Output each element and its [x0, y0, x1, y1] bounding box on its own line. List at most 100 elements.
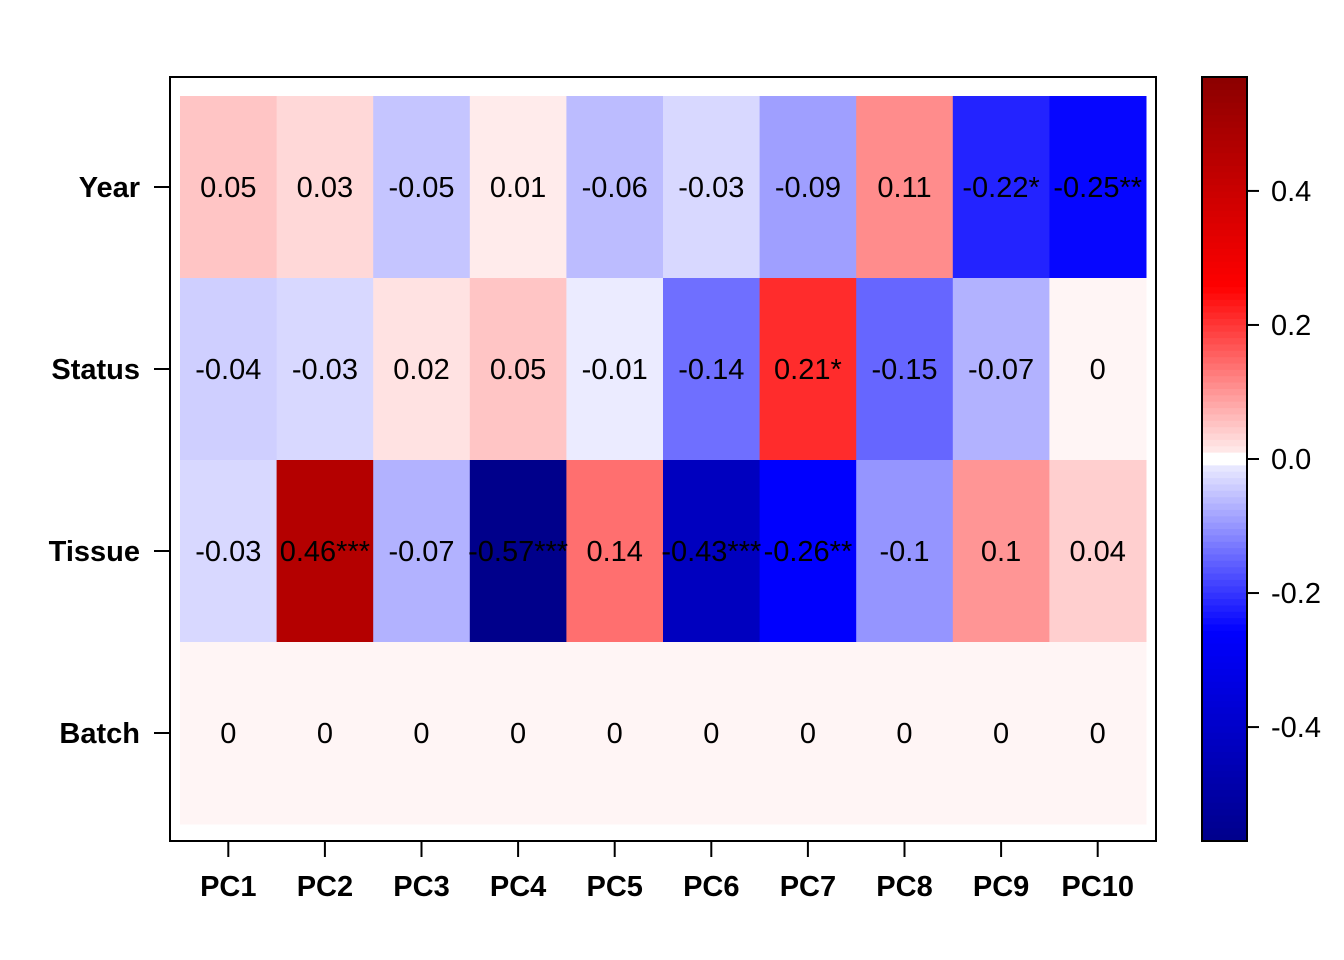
- heatmap-cell: [856, 642, 954, 825]
- heatmap-cell: [1049, 642, 1147, 825]
- legend-strip: [1202, 446, 1247, 454]
- legend-strip: [1202, 89, 1247, 97]
- cell-value-label: 0: [1090, 354, 1106, 386]
- legend-strip: [1202, 312, 1247, 320]
- legend-strip: [1202, 185, 1247, 193]
- legend-strip: [1202, 350, 1247, 358]
- y-axis: Year Status Tissue Batch: [49, 172, 170, 750]
- legend-strip: [1202, 490, 1247, 498]
- y-tick-label: Status: [51, 354, 140, 386]
- x-tick-label: PC5: [586, 871, 642, 903]
- legend-strip: [1202, 783, 1247, 791]
- cell-value-label: 0.1: [981, 536, 1021, 568]
- legend-strip: [1202, 535, 1247, 543]
- legend-strip: [1202, 248, 1247, 256]
- legend-strip: [1202, 261, 1247, 269]
- legend-strip: [1202, 408, 1247, 416]
- legend-strip: [1202, 777, 1247, 785]
- legend-strip: [1202, 821, 1247, 829]
- x-axis: PC1 PC2 PC3 PC4 PC5 PC6 PC7 PC8 PC9 PC10: [200, 841, 1134, 903]
- legend-strip: [1202, 140, 1247, 148]
- heatmap-cell: [1049, 278, 1147, 461]
- legend-strip: [1202, 268, 1247, 275]
- heatmap-cell: [759, 96, 857, 279]
- legend-strip: [1202, 293, 1247, 301]
- cell-value-label: 0: [317, 718, 333, 750]
- legend-strip: [1202, 96, 1247, 104]
- legend-strip: [1202, 325, 1247, 333]
- legend-strip: [1202, 108, 1247, 116]
- legend-strip: [1202, 242, 1247, 250]
- heatmap-cell: [566, 278, 664, 461]
- cell-value-label: 0.14: [586, 536, 642, 568]
- cell-value-label: -0.43***: [661, 536, 761, 568]
- legend-strip: [1202, 459, 1247, 466]
- legend-strip: [1202, 420, 1247, 428]
- cell-value-label: 0: [607, 718, 623, 750]
- legend-axis: 0.4 0.2 0.0 -0.2 -0.4: [1247, 176, 1321, 744]
- cell-value-label: -0.03: [678, 172, 744, 204]
- heatmap-cell: [1049, 460, 1147, 643]
- heatmap-cell: [180, 96, 278, 279]
- legend-strip: [1202, 618, 1247, 626]
- cell-value-label: 0.04: [1069, 536, 1125, 568]
- legend-strip: [1202, 478, 1247, 486]
- legend-strip: [1202, 599, 1247, 607]
- legend-strip: [1202, 700, 1247, 708]
- legend-strip: [1202, 503, 1247, 511]
- heatmap-cell: [663, 642, 761, 825]
- x-tick-label: PC1: [200, 871, 256, 903]
- heatmap-cell: [276, 460, 374, 643]
- legend-strip: [1202, 395, 1247, 403]
- cell-value-label: -0.06: [582, 172, 648, 204]
- cell-value-label: -0.03: [195, 536, 261, 568]
- x-tick-label: PC4: [490, 871, 546, 903]
- legend-strip: [1202, 720, 1247, 727]
- legend-strip: [1202, 401, 1247, 409]
- legend-strip: [1202, 567, 1247, 575]
- cell-value-label: 0: [993, 718, 1009, 750]
- legend-strip: [1202, 217, 1247, 225]
- legend-strip: [1202, 586, 1247, 594]
- y-tick-label: Year: [79, 172, 140, 204]
- legend-strip: [1202, 236, 1247, 244]
- legend-strip: [1202, 414, 1247, 422]
- cell-value-label: 0.01: [490, 172, 546, 204]
- legend-strip: [1202, 229, 1247, 237]
- legend-strip: [1202, 713, 1247, 721]
- legend-strip: [1202, 669, 1247, 677]
- cell-value-label: 0.21*: [774, 354, 842, 386]
- cell-value-label: 0.03: [297, 172, 353, 204]
- legend-strip: [1202, 77, 1247, 84]
- legend-strip: [1202, 299, 1247, 307]
- cell-value-label: -0.25**: [1053, 172, 1142, 204]
- cell-value-label: 0.02: [393, 354, 449, 386]
- heatmap-cell: [566, 460, 664, 643]
- legend-strip: [1202, 357, 1247, 365]
- legend-strip: [1202, 529, 1247, 536]
- heatmap-cell: [276, 96, 374, 279]
- legend-strip: [1202, 745, 1247, 753]
- legend-strip: [1202, 770, 1247, 778]
- legend-strip: [1202, 497, 1247, 505]
- cell-value-label: 0.11: [877, 172, 931, 204]
- legend-strip: [1202, 834, 1247, 842]
- heatmap-cell: [856, 278, 954, 461]
- cell-value-label: 0.05: [200, 172, 256, 204]
- heatmap-cell: [469, 278, 567, 461]
- legend-strip: [1202, 560, 1247, 568]
- cell-value-label: 0: [800, 718, 816, 750]
- legend-strip: [1202, 650, 1247, 657]
- cell-value-label: -0.22*: [962, 172, 1039, 204]
- legend-strip: [1202, 369, 1247, 377]
- legend-strip: [1202, 790, 1247, 798]
- cell-value-label: -0.01: [582, 354, 648, 386]
- plot-frame: [169, 76, 1157, 842]
- heatmap-cell: [180, 278, 278, 461]
- legend-strip: [1202, 159, 1247, 167]
- legend-strip: [1202, 675, 1247, 683]
- legend-strip: [1202, 210, 1247, 218]
- legend-strip: [1202, 579, 1247, 587]
- heatmap-cell: [952, 642, 1050, 825]
